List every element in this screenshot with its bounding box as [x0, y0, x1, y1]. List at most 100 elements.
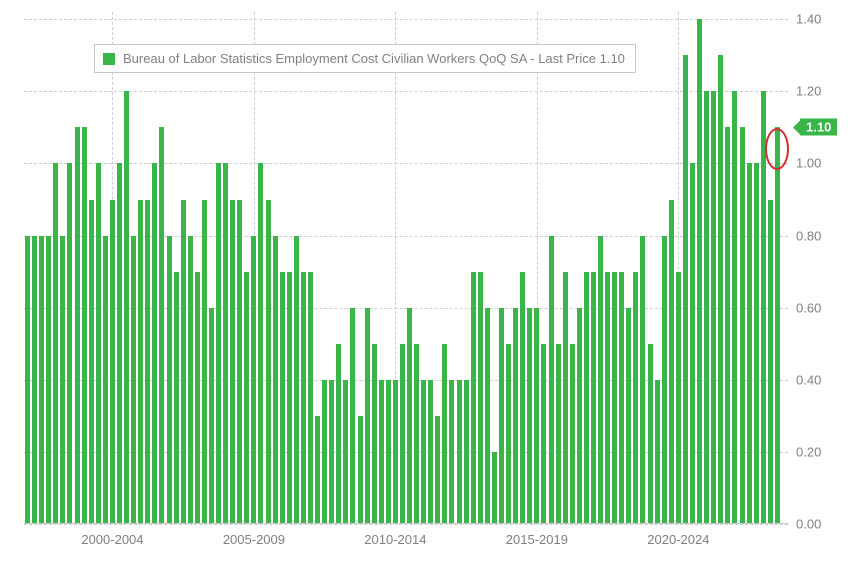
y-tick-label: 0.40 — [796, 372, 821, 387]
plot-area — [24, 12, 788, 524]
bar — [421, 380, 426, 524]
bar — [513, 308, 518, 524]
x-tick-label: 2005-2009 — [223, 532, 285, 547]
bar — [435, 416, 440, 524]
bar — [393, 380, 398, 524]
bar — [379, 380, 384, 524]
bar — [718, 55, 723, 524]
bar — [202, 200, 207, 525]
bar — [145, 200, 150, 525]
bar — [711, 91, 716, 524]
bar — [322, 380, 327, 524]
bar — [485, 308, 490, 524]
x-tick-label: 2010-2014 — [364, 532, 426, 547]
bar — [640, 236, 645, 524]
bar — [570, 344, 575, 524]
y-tick-label: 0.60 — [796, 300, 821, 315]
bar — [492, 452, 497, 524]
bar — [556, 344, 561, 524]
bar — [619, 272, 624, 524]
bar — [563, 272, 568, 524]
bar — [662, 236, 667, 524]
legend-swatch — [103, 53, 115, 65]
bar — [407, 308, 412, 524]
bar — [110, 200, 115, 525]
bar — [60, 236, 65, 524]
bar — [499, 308, 504, 524]
bar — [216, 163, 221, 524]
x-tick-label: 2020-2024 — [647, 532, 709, 547]
bar — [676, 272, 681, 524]
bar — [598, 236, 603, 524]
y-tick-label: 1.20 — [796, 84, 821, 99]
bar — [747, 163, 752, 524]
bar — [690, 163, 695, 524]
bar — [577, 308, 582, 524]
bar — [308, 272, 313, 524]
bar — [273, 236, 278, 524]
bars-layer — [24, 12, 788, 524]
bar — [386, 380, 391, 524]
bar — [732, 91, 737, 524]
bar — [223, 163, 228, 524]
bar — [400, 344, 405, 524]
bar — [117, 163, 122, 524]
bar — [103, 236, 108, 524]
bar — [725, 127, 730, 524]
bar — [365, 308, 370, 524]
bar — [648, 344, 653, 524]
bar — [244, 272, 249, 524]
bar — [131, 236, 136, 524]
bar — [46, 236, 51, 524]
bar — [287, 272, 292, 524]
last-value-label: 1.10 — [800, 119, 837, 136]
bar — [520, 272, 525, 524]
bar — [336, 344, 341, 524]
bar — [549, 236, 554, 524]
x-tick-label: 2000-2004 — [81, 532, 143, 547]
bar — [584, 272, 589, 524]
bar — [506, 344, 511, 524]
bar — [195, 272, 200, 524]
bar — [294, 236, 299, 524]
bar — [280, 272, 285, 524]
bar — [527, 308, 532, 524]
bar — [478, 272, 483, 524]
bar — [258, 163, 263, 524]
bar — [428, 380, 433, 524]
bar — [181, 200, 186, 525]
bar — [32, 236, 37, 524]
legend: Bureau of Labor Statistics Employment Co… — [94, 44, 636, 73]
y-tick-label: 0.00 — [796, 517, 821, 532]
bar — [464, 380, 469, 524]
bar — [251, 236, 256, 524]
bar — [457, 380, 462, 524]
bar — [669, 200, 674, 525]
bar — [683, 55, 688, 524]
bar — [358, 416, 363, 524]
bar — [266, 200, 271, 525]
bar — [167, 236, 172, 524]
bar — [775, 127, 780, 524]
bar — [315, 416, 320, 524]
bar — [761, 91, 766, 524]
bar — [53, 163, 58, 524]
bar — [605, 272, 610, 524]
bar — [655, 380, 660, 524]
bar — [138, 200, 143, 525]
bar — [89, 200, 94, 525]
bar — [633, 272, 638, 524]
bar — [124, 91, 129, 524]
bar — [209, 308, 214, 524]
x-tick-label: 2015-2019 — [506, 532, 568, 547]
bar — [768, 200, 773, 525]
bar — [25, 236, 30, 524]
bar — [704, 91, 709, 524]
bar — [740, 127, 745, 524]
bar — [697, 19, 702, 524]
bar — [174, 272, 179, 524]
bar — [237, 200, 242, 525]
y-tick-label: 1.40 — [796, 12, 821, 27]
axis-baseline — [24, 523, 788, 524]
y-tick-label: 0.20 — [796, 444, 821, 459]
